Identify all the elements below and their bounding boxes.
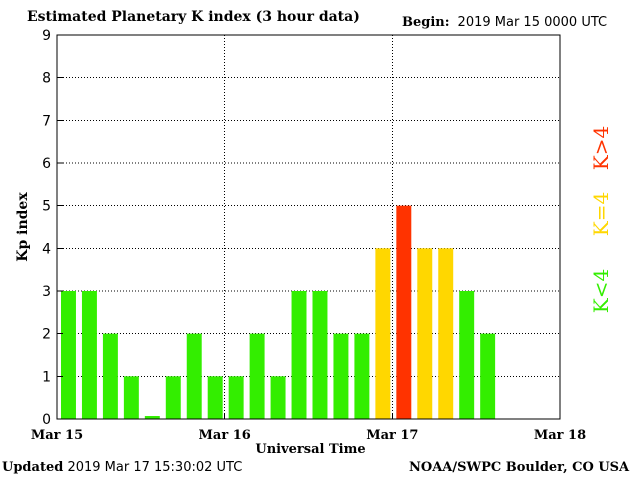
kp-bar — [61, 291, 76, 419]
kp-bar — [186, 333, 202, 419]
x-axis-label: Universal Time — [255, 442, 365, 457]
y-tick-label: 9 — [42, 28, 51, 44]
y-tick-label: 7 — [42, 113, 51, 129]
y-tick-label: 4 — [42, 241, 51, 257]
kp-bar — [480, 333, 496, 419]
kp-bar — [144, 416, 160, 419]
y-tick-label: 5 — [42, 199, 51, 215]
y-tick-label: 1 — [42, 369, 51, 385]
y-tick-label: 6 — [42, 156, 51, 172]
kp-bar — [102, 333, 118, 419]
kp-bar — [207, 376, 223, 419]
kp-bar — [228, 376, 244, 419]
kp-bar — [354, 333, 370, 419]
x-tick-label: Mar 16 — [199, 428, 251, 443]
kp-bar — [291, 291, 307, 419]
kp-bar — [333, 333, 349, 419]
kp-bar — [312, 291, 328, 419]
kp-bar — [270, 376, 286, 419]
legend-item: K=4 — [589, 192, 613, 236]
x-tick-label: Mar 17 — [366, 428, 418, 443]
kp-bar — [165, 376, 181, 419]
kp-bar — [396, 205, 412, 419]
kp-bar — [417, 248, 433, 419]
y-tick-label: 2 — [42, 327, 51, 343]
source-credit: NOAA/SWPC Boulder, CO USA — [409, 460, 630, 475]
begin-value: 2019 Mar 15 0000 UTC — [457, 15, 608, 30]
y-tick-label: 8 — [42, 71, 51, 87]
begin-label: Begin: — [402, 15, 450, 30]
kp-bar — [249, 333, 265, 419]
updated-value: 2019 Mar 17 15:30:02 UTC — [67, 460, 243, 475]
kp-bar — [123, 376, 139, 419]
kp-bar — [375, 248, 391, 419]
x-tick-label: Mar 18 — [534, 428, 586, 443]
plot-frame — [56, 34, 561, 420]
y-tick-label: 0 — [42, 412, 51, 428]
begin-info: Begin: 2019 Mar 15 0000 UTC — [402, 15, 607, 30]
kp-bar — [459, 291, 475, 419]
legend-item: K<4 — [589, 269, 613, 313]
chart-title: Estimated Planetary K index (3 hour data… — [27, 9, 360, 25]
updated-info: Updated 2019 Mar 17 15:30:02 UTC — [2, 460, 242, 475]
kp-bar — [81, 291, 97, 419]
updated-label: Updated — [2, 460, 64, 475]
legend-item: K>4 — [589, 126, 613, 170]
x-tick-label: Mar 15 — [31, 428, 83, 443]
y-tick-label: 3 — [42, 284, 51, 300]
y-axis-label: Kp index — [15, 192, 31, 262]
kp-bar — [438, 248, 454, 419]
